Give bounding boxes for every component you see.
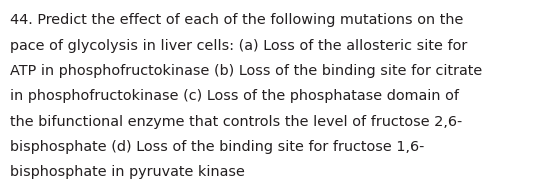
Text: 44. Predict the effect of each of the following mutations on the: 44. Predict the effect of each of the fo… — [10, 13, 463, 27]
Text: bisphosphate in pyruvate kinase: bisphosphate in pyruvate kinase — [10, 165, 245, 179]
Text: in phosphofructokinase (c) Loss of the phosphatase domain of: in phosphofructokinase (c) Loss of the p… — [10, 89, 459, 103]
Text: the bifunctional enzyme that controls the level of fructose 2,6-: the bifunctional enzyme that controls th… — [10, 115, 462, 129]
Text: bisphosphate (d) Loss of the binding site for fructose 1,6-: bisphosphate (d) Loss of the binding sit… — [10, 140, 425, 154]
Text: ATP in phosphofructokinase (b) Loss of the binding site for citrate: ATP in phosphofructokinase (b) Loss of t… — [10, 64, 482, 78]
Text: pace of glycolysis in liver cells: (a) Loss of the allosteric site for: pace of glycolysis in liver cells: (a) L… — [10, 39, 467, 52]
